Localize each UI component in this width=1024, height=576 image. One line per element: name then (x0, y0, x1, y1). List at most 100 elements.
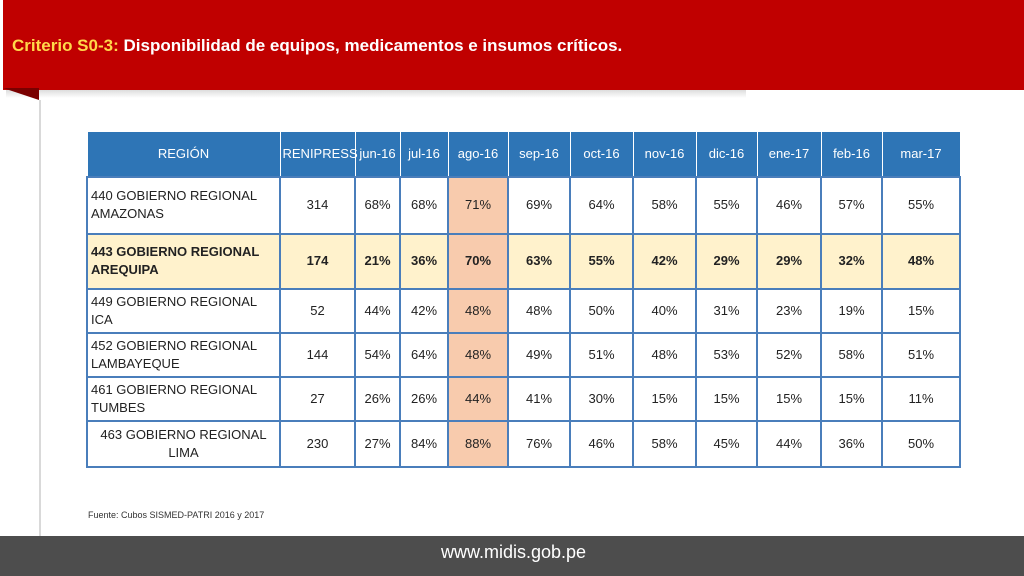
table-row: 452 GOBIERNO REGIONAL LAMBAYEQUE 144 54%… (86, 331, 961, 378)
value-cell: 48% (507, 287, 571, 334)
value-cell: 76% (507, 419, 571, 468)
value-cell: 64% (569, 175, 634, 235)
source-note: Fuente: Cubos SISMED-PATRI 2016 y 2017 (88, 510, 265, 520)
value-cell: 45% (695, 419, 758, 468)
value-cell: 64% (399, 331, 449, 378)
value-cell: 42% (632, 232, 697, 290)
value-cell: 26% (354, 375, 401, 422)
value-cell: 19% (820, 287, 883, 334)
value-cell: 44% (756, 419, 822, 468)
value-cell: 36% (820, 419, 883, 468)
value-cell: 63% (507, 232, 571, 290)
table-row: 440 GOBIERNO REGIONAL AMAZONAS 314 68% 6… (86, 175, 961, 235)
column-header: mar-17 (881, 131, 961, 177)
value-cell: 48% (881, 232, 961, 290)
value-cell: 11% (881, 375, 961, 422)
value-cell: 55% (569, 232, 634, 290)
value-cell: 26% (399, 375, 449, 422)
value-cell: 71% (447, 175, 509, 235)
column-header: feb-16 (820, 131, 883, 177)
value-cell: 36% (399, 232, 449, 290)
column-header: jun-16 (354, 131, 401, 177)
value-cell: 54% (354, 331, 401, 378)
value-cell: 31% (695, 287, 758, 334)
renipress-cell: 314 (279, 175, 356, 235)
value-cell: 88% (447, 419, 509, 468)
value-cell: 15% (820, 375, 883, 422)
column-header: sep-16 (507, 131, 571, 177)
table-row: 463 GOBIERNO REGIONAL LIMA 230 27% 84% 8… (86, 419, 961, 468)
value-cell: 55% (881, 175, 961, 235)
value-cell: 55% (695, 175, 758, 235)
value-cell: 27% (354, 419, 401, 468)
renipress-cell: 52 (279, 287, 356, 334)
value-cell: 51% (881, 331, 961, 378)
value-cell: 57% (820, 175, 883, 235)
value-cell: 32% (820, 232, 883, 290)
value-cell: 58% (632, 419, 697, 468)
value-cell: 48% (447, 287, 509, 334)
value-cell: 69% (507, 175, 571, 235)
value-cell: 41% (507, 375, 571, 422)
column-header: ago-16 (447, 131, 509, 177)
table-row: 449 GOBIERNO REGIONAL ICA 52 44% 42% 48%… (86, 287, 961, 334)
value-cell: 21% (354, 232, 401, 290)
table-row-highlighted: 443 GOBIERNO REGIONAL AREQUIPA 174 21% 3… (86, 232, 961, 290)
value-cell: 68% (399, 175, 449, 235)
value-cell: 51% (569, 331, 634, 378)
value-cell: 48% (632, 331, 697, 378)
column-header: dic-16 (695, 131, 758, 177)
region-cell: 443 GOBIERNO REGIONAL AREQUIPA (86, 232, 281, 290)
value-cell: 29% (695, 232, 758, 290)
column-header: RENIPRESS (279, 131, 358, 177)
value-cell: 46% (569, 419, 634, 468)
value-cell: 48% (447, 331, 509, 378)
criterion-title: Disponibilidad de equipos, medicamentos … (123, 36, 623, 55)
value-cell: 70% (447, 232, 509, 290)
column-header: nov-16 (632, 131, 697, 177)
value-cell: 44% (354, 287, 401, 334)
region-cell: 463 GOBIERNO REGIONAL LIMA (86, 419, 281, 468)
region-cell: 440 GOBIERNO REGIONAL AMAZONAS (86, 175, 281, 235)
region-cell: 461 GOBIERNO REGIONAL TUMBES (86, 375, 281, 422)
region-cell: 452 GOBIERNO REGIONAL LAMBAYEQUE (86, 331, 281, 378)
value-cell: 46% (756, 175, 822, 235)
value-cell: 40% (632, 287, 697, 334)
footer-bar (0, 536, 1024, 576)
value-cell: 50% (881, 419, 961, 468)
availability-table: REGIÓN RENIPRESS jun-16 jul-16 ago-16 se… (86, 131, 961, 468)
value-cell: 15% (756, 375, 822, 422)
table-header-row: REGIÓN RENIPRESS jun-16 jul-16 ago-16 se… (86, 131, 961, 177)
renipress-cell: 230 (279, 419, 356, 468)
header-fold (3, 88, 39, 100)
criterion-code: Criterio S0-3: (12, 36, 119, 55)
value-cell: 15% (695, 375, 758, 422)
left-divider (39, 100, 41, 536)
footer-url: www.midis.gob.pe (441, 542, 587, 562)
header-bar (3, 0, 1024, 90)
column-header: REGIÓN (86, 131, 281, 177)
value-cell: 15% (881, 287, 961, 334)
column-header: ene-17 (756, 131, 822, 177)
value-cell: 15% (632, 375, 697, 422)
renipress-cell: 144 (279, 331, 356, 378)
value-cell: 52% (756, 331, 822, 378)
value-cell: 30% (569, 375, 634, 422)
value-cell: 53% (695, 331, 758, 378)
table-row: 461 GOBIERNO REGIONAL TUMBES 27 26% 26% … (86, 375, 961, 422)
value-cell: 58% (820, 331, 883, 378)
value-cell: 23% (756, 287, 822, 334)
region-cell: 449 GOBIERNO REGIONAL ICA (86, 287, 281, 334)
value-cell: 49% (507, 331, 571, 378)
renipress-cell: 27 (279, 375, 356, 422)
page-title: Criterio S0-3: Disponibilidad de equipos… (12, 36, 622, 56)
value-cell: 84% (399, 419, 449, 468)
column-header: jul-16 (399, 131, 449, 177)
value-cell: 29% (756, 232, 822, 290)
column-header: oct-16 (569, 131, 634, 177)
value-cell: 44% (447, 375, 509, 422)
value-cell: 58% (632, 175, 697, 235)
value-cell: 68% (354, 175, 401, 235)
value-cell: 50% (569, 287, 634, 334)
